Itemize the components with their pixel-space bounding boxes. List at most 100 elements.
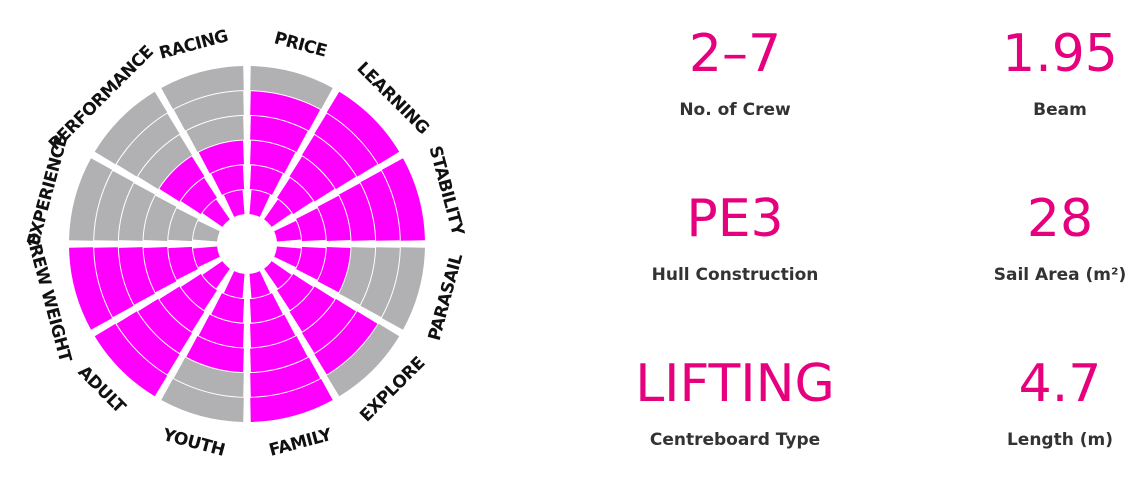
wedge-performance-level-4 xyxy=(137,134,193,190)
wedge-youth-level-6 xyxy=(161,378,244,422)
spec-crew: 2–7 No. of Crew xyxy=(605,24,865,120)
wedge-family-level-3 xyxy=(250,314,296,348)
wedge-youth-level-1 xyxy=(223,271,245,299)
wedge-family-level-2 xyxy=(249,292,284,324)
wedge-experience-level-2 xyxy=(167,207,199,242)
spec-hull-construction: PE3 Hull Construction xyxy=(605,189,865,285)
wedge-parasail-level-5 xyxy=(359,247,401,318)
wedge-stability-level-1 xyxy=(274,220,302,242)
spec-value: PE3 xyxy=(686,189,784,249)
wedge-price-level-6 xyxy=(250,66,333,110)
wedge-family-level-6 xyxy=(250,378,333,422)
ring-line xyxy=(167,164,327,324)
wedge-performance-level-1 xyxy=(202,199,230,227)
axis-label-crew-weight: CREW WEIGHT xyxy=(21,231,75,365)
performance-wheel: PRICELEARNINGSTABILITYPARASAILEXPLOREFAM… xyxy=(21,26,468,461)
axis-label-racing: RACING xyxy=(157,26,230,63)
wedge-performance-level-3 xyxy=(158,155,205,202)
axis-label-family: FAMILY xyxy=(267,425,335,461)
ring-line xyxy=(93,90,401,398)
spec-length: 4.7 Length (m) xyxy=(930,354,1133,450)
wedge-parasail-level-2 xyxy=(295,246,327,281)
wedge-explore-level-6 xyxy=(326,323,400,397)
wedge-adult-level-5 xyxy=(116,311,180,375)
wedge-adult-level-3 xyxy=(158,286,205,333)
wedge-adult-level-6 xyxy=(94,323,168,397)
wedge-family-level-5 xyxy=(250,356,321,398)
wedge-stability-level-2 xyxy=(295,207,327,242)
wedge-adult-level-1 xyxy=(202,261,230,289)
wedge-price-level-3 xyxy=(250,140,296,174)
wedge-crew-weight-level-1 xyxy=(192,246,220,268)
spec-label: Hull Construction xyxy=(651,265,819,285)
axis-label-youth: YOUTH xyxy=(160,425,227,461)
wedge-stability-level-3 xyxy=(317,195,351,241)
wedge-explore-level-4 xyxy=(301,298,357,354)
wedge-price-level-2 xyxy=(249,164,284,196)
wedge-experience-level-4 xyxy=(118,183,156,241)
wedge-learning-level-6 xyxy=(326,91,400,165)
wedge-youth-level-2 xyxy=(210,292,245,324)
wedge-youth-level-4 xyxy=(186,335,244,373)
spec-sail-area: 28 Sail Area (m²) xyxy=(930,189,1133,285)
wedge-price-level-1 xyxy=(249,189,271,217)
wedge-parasail-level-1 xyxy=(274,246,302,268)
axis-label-price: PRICE xyxy=(272,28,329,61)
wedge-racing-level-2 xyxy=(210,164,245,196)
ring-line xyxy=(117,114,377,374)
axis-label-stability: STABILITY xyxy=(424,144,467,239)
axis-label-parasail: PARASAIL xyxy=(425,251,467,343)
wedge-performance-level-5 xyxy=(116,113,180,177)
wedge-explore-level-5 xyxy=(314,311,378,375)
wedge-experience-level-1 xyxy=(192,220,220,242)
wedge-learning-level-3 xyxy=(289,155,336,202)
wedge-learning-level-4 xyxy=(301,134,357,190)
wedge-stability-level-4 xyxy=(338,183,376,241)
wedge-youth-level-5 xyxy=(173,356,244,398)
wedge-learning-level-5 xyxy=(314,113,378,177)
wedge-adult-level-4 xyxy=(137,298,193,354)
wedge-racing-level-3 xyxy=(198,140,244,174)
wedge-learning-level-1 xyxy=(264,199,292,227)
spec-value: 28 xyxy=(1026,189,1094,249)
wedge-experience-level-5 xyxy=(93,170,135,241)
wedge-experience-level-6 xyxy=(69,158,113,241)
axis-label-adult: ADULT xyxy=(74,362,130,418)
wedge-crew-weight-level-4 xyxy=(118,247,156,305)
wedge-racing-level-1 xyxy=(223,189,245,217)
wedge-family-level-1 xyxy=(249,271,271,299)
wedge-explore-level-3 xyxy=(289,286,336,333)
wedge-experience-level-3 xyxy=(143,195,177,241)
axis-label-experience: EXPERIENCE xyxy=(24,133,73,247)
spec-label: Beam xyxy=(1033,100,1087,120)
wedge-crew-weight-level-5 xyxy=(93,247,135,318)
wedge-youth-level-3 xyxy=(198,314,244,348)
wedge-parasail-level-4 xyxy=(338,247,376,305)
wedge-racing-level-6 xyxy=(161,66,244,110)
spec-label: Length (m) xyxy=(1006,430,1114,450)
wedge-price-level-4 xyxy=(250,115,308,153)
wedge-racing-level-5 xyxy=(173,90,244,132)
wedge-stability-level-5 xyxy=(359,170,401,241)
wedge-racing-level-4 xyxy=(186,115,244,153)
ring-line xyxy=(191,188,303,300)
spec-value: 2–7 xyxy=(688,24,782,84)
ring-line xyxy=(142,139,352,349)
spec-label: Centreboard Type xyxy=(649,430,821,450)
wedge-crew-weight-level-2 xyxy=(167,246,199,281)
wedge-performance-level-6 xyxy=(94,91,168,165)
spec-value: LIFTING xyxy=(635,354,835,414)
wedge-explore-level-1 xyxy=(264,261,292,289)
spec-label: No. of Crew xyxy=(679,100,791,120)
spec-beam: 1.95 Beam xyxy=(930,24,1133,120)
wedge-parasail-level-6 xyxy=(381,247,425,330)
wedge-crew-weight-level-3 xyxy=(143,247,177,293)
spec-value: 1.95 xyxy=(1002,24,1118,84)
wedge-price-level-5 xyxy=(250,90,321,132)
spec-label: Sail Area (m²) xyxy=(993,265,1127,285)
wedge-crew-weight-level-6 xyxy=(69,247,113,330)
spec-grid: 2–7 No. of Crew 1.95 Beam PE3 Hull Const… xyxy=(600,0,1133,496)
wedge-stability-level-6 xyxy=(381,158,425,241)
wedge-parasail-level-3 xyxy=(317,247,351,293)
spec-centreboard-type: LIFTING Centreboard Type xyxy=(605,354,865,450)
